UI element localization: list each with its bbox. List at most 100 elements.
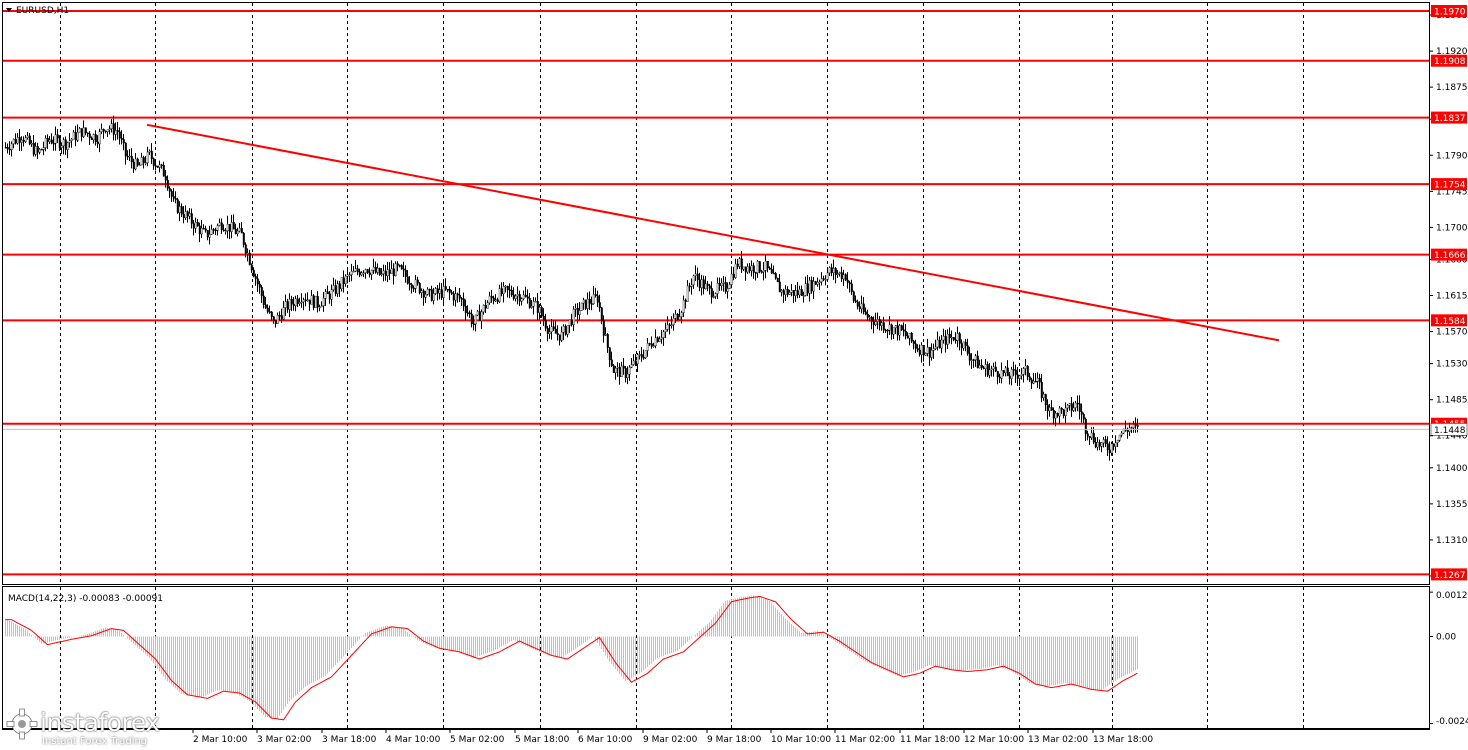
time-tick-label: 11 Mar 02:00	[835, 735, 895, 745]
candle-body	[408, 283, 411, 285]
candle-body	[1032, 380, 1035, 384]
candle-body	[430, 289, 433, 301]
candle-body	[32, 143, 35, 155]
candle-body	[384, 270, 387, 276]
candle-body	[850, 283, 853, 292]
candle-body	[576, 308, 579, 315]
candle-body	[998, 376, 1001, 379]
candle-body	[322, 297, 325, 306]
candle-body	[764, 261, 767, 271]
candle-body	[1130, 427, 1133, 429]
candle-body	[942, 336, 945, 341]
candle-body	[740, 258, 743, 270]
candle-body	[1072, 407, 1075, 411]
candle-body	[824, 279, 827, 281]
candle-body	[80, 128, 83, 137]
candle-body	[624, 367, 627, 379]
candle-body	[1116, 440, 1119, 444]
candle-body	[880, 322, 883, 326]
candle-body	[932, 348, 935, 351]
candle-body	[388, 269, 391, 274]
candle-body	[552, 326, 555, 330]
candle-body	[828, 267, 831, 274]
candle-body	[712, 296, 715, 298]
candle-body	[136, 158, 139, 166]
candle-body	[1110, 443, 1113, 454]
candle-body	[208, 234, 211, 238]
candle-body	[1042, 394, 1045, 399]
candle-body	[672, 318, 675, 325]
dropdown-triangle-icon[interactable]	[6, 8, 12, 12]
candle-body	[488, 295, 491, 303]
candle-body	[778, 281, 781, 293]
candle-body	[600, 307, 603, 321]
level-price-badge	[1431, 111, 1467, 124]
candle-body	[912, 340, 915, 344]
candle-body	[332, 285, 335, 290]
candle-body	[746, 266, 749, 273]
candle-body	[958, 333, 961, 344]
candle-body	[442, 286, 445, 298]
candle-body	[578, 310, 581, 315]
candle-body	[372, 266, 375, 271]
candle-body	[36, 146, 39, 153]
candle-body	[100, 129, 103, 132]
symbol-header[interactable]: EURUSD,H1	[6, 6, 69, 16]
candle-body	[730, 273, 733, 285]
candle-body	[68, 140, 71, 143]
candle-body	[826, 272, 829, 280]
candle-body	[1062, 409, 1065, 417]
candle-body	[664, 329, 667, 333]
candle-body	[830, 267, 833, 273]
time-tick-label: 4 Mar 10:00	[386, 735, 441, 745]
candle-body	[336, 283, 339, 294]
candle-body	[392, 268, 395, 277]
candle-body	[964, 341, 967, 346]
time-tick-label: 9 Mar 02:00	[643, 735, 698, 745]
candle-body	[536, 300, 539, 313]
candle-body	[428, 289, 431, 291]
candle-body	[164, 176, 167, 181]
candle-body	[512, 294, 515, 299]
candle-body	[992, 366, 995, 370]
candle-body	[636, 354, 639, 364]
candle-body	[266, 307, 269, 312]
candle-body	[118, 131, 121, 139]
candle-body	[378, 268, 381, 275]
time-tick-label: 12 Mar 10:00	[964, 735, 1024, 745]
candle-body	[514, 295, 517, 299]
candle-body	[106, 129, 109, 132]
candle-body	[774, 273, 777, 279]
candle-body	[756, 261, 759, 273]
level-price-badge	[1431, 178, 1467, 191]
time-tick-label: 5 Mar 02:00	[450, 735, 505, 745]
level-price-label: 1.1970	[1434, 8, 1466, 18]
candle-body	[1118, 434, 1121, 441]
candle-body	[8, 148, 11, 151]
level-price-label: 1.1908	[1434, 57, 1466, 67]
candle-body	[1054, 413, 1057, 419]
candle-body	[904, 330, 907, 336]
candle-body	[844, 274, 847, 281]
candle-body	[744, 266, 747, 273]
candle-body	[1060, 407, 1063, 410]
candle-body	[434, 288, 437, 294]
candle-body	[846, 279, 849, 283]
candle-body	[318, 306, 321, 309]
candle-body	[1106, 443, 1109, 451]
candle-body	[682, 299, 685, 313]
level-price-label: 1.1584	[1434, 317, 1466, 327]
candle-body	[282, 307, 285, 320]
candle-body	[606, 334, 609, 348]
level-price-badge	[1431, 5, 1467, 18]
candle-body	[872, 321, 875, 325]
candle-body	[510, 289, 513, 296]
candle-body	[894, 325, 897, 328]
candle-body	[882, 322, 885, 331]
candle-body	[840, 272, 843, 280]
candle-body	[130, 155, 133, 163]
price-tick-label: 1.1615	[1436, 292, 1468, 302]
candle-body	[310, 295, 313, 305]
candle-body	[458, 294, 461, 299]
candle-body	[878, 319, 881, 326]
